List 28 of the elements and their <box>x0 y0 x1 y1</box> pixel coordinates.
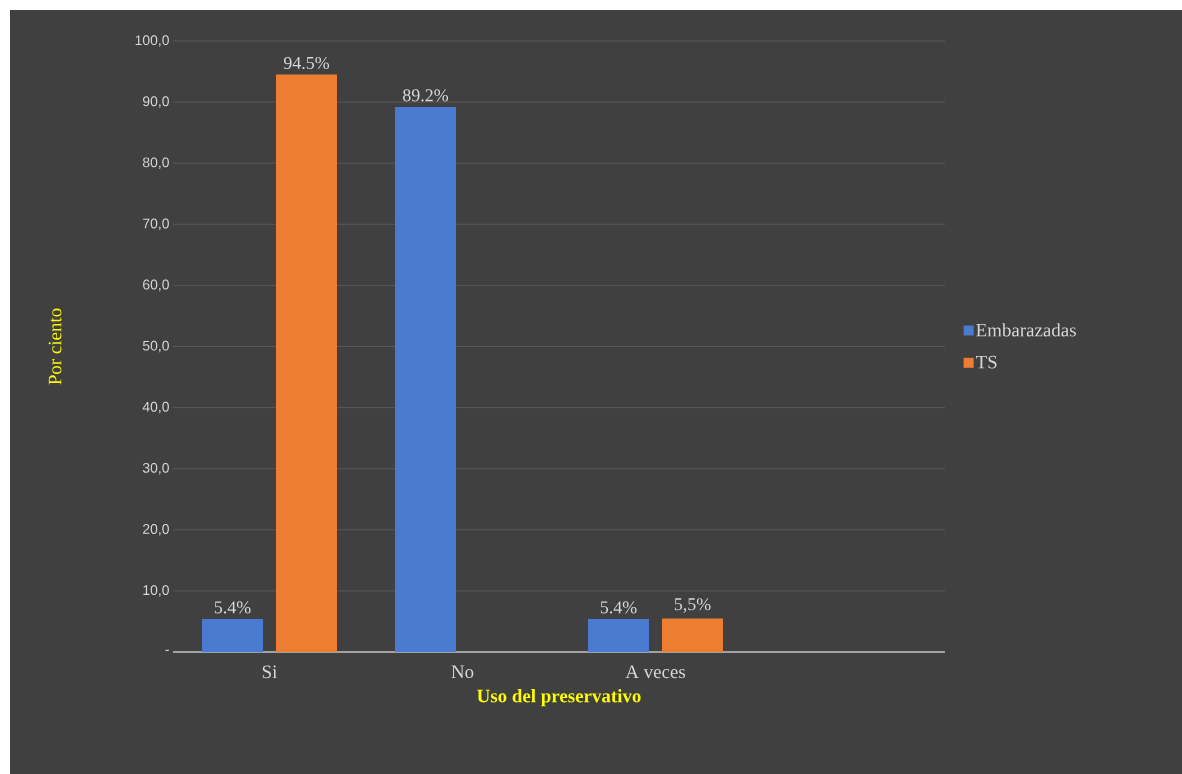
legend-label: TS <box>975 355 997 369</box>
y-tick-label: 80,0 <box>142 157 169 169</box>
x-axis-title: Uso del preservativo <box>477 689 641 707</box>
y-tick-label: 50,0 <box>142 340 169 353</box>
y-tick-label: 40,0 <box>142 401 169 414</box>
bar <box>395 106 456 652</box>
y-tick-label: 10,0 <box>143 585 169 597</box>
y-axis-title: Por ciento <box>48 308 62 385</box>
data-label: 89.2% <box>403 89 449 102</box>
y-tick-label: - <box>165 649 169 651</box>
bar <box>202 619 263 652</box>
y-tick-label: 20,0 <box>143 524 169 536</box>
x-tick-label: Si <box>262 665 278 679</box>
y-tick-label: 90,0 <box>142 96 169 108</box>
bar <box>662 618 723 652</box>
y-tick-label: 70,0 <box>143 218 169 231</box>
x-tick-label: A veces <box>625 665 686 679</box>
y-tick-label: 30,0 <box>142 462 169 475</box>
bar <box>588 619 649 652</box>
y-tick-label: 60,0 <box>143 279 169 292</box>
data-label: 5,5% <box>674 598 711 613</box>
x-tick-label: No <box>451 665 474 679</box>
legend-label: Embarazadas <box>976 323 1076 337</box>
data-label: 5.4% <box>600 601 637 614</box>
data-label: 94.5% <box>283 56 330 70</box>
bar <box>276 74 337 652</box>
y-tick-label: 100,0 <box>135 35 169 47</box>
data-label: 5.4% <box>214 601 251 614</box>
